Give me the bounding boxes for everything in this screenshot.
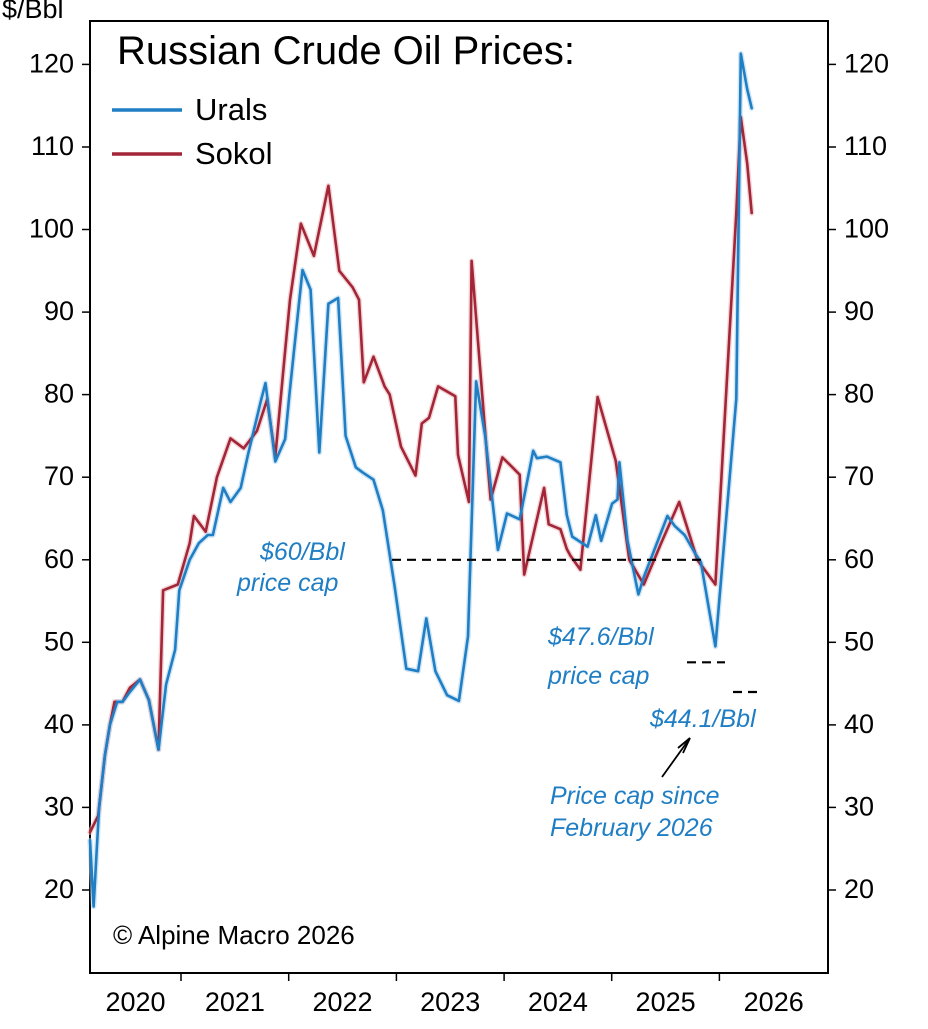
svg-text:30: 30: [44, 791, 74, 821]
svg-text:2024: 2024: [528, 987, 588, 1017]
svg-text:30: 30: [844, 791, 874, 821]
svg-text:90: 90: [844, 296, 874, 326]
svg-text:40: 40: [844, 709, 874, 739]
svg-text:70: 70: [44, 461, 74, 491]
svg-text:60: 60: [844, 544, 874, 574]
svg-text:$47.6/Bbl: $47.6/Bbl: [547, 623, 655, 651]
svg-text:© Alpine Macro 2026: © Alpine Macro 2026: [113, 920, 355, 950]
svg-text:2026: 2026: [744, 987, 804, 1017]
svg-text:price cap: price cap: [236, 569, 339, 597]
svg-text:$60/Bbl: $60/Bbl: [259, 538, 346, 566]
svg-text:60: 60: [44, 544, 74, 574]
svg-text:2023: 2023: [420, 987, 480, 1017]
svg-text:120: 120: [844, 48, 889, 78]
svg-text:Price cap since: Price cap since: [550, 782, 720, 810]
svg-text:50: 50: [44, 626, 74, 656]
svg-text:20: 20: [44, 874, 74, 904]
svg-text:110: 110: [844, 131, 887, 161]
svg-text:Sokol: Sokol: [195, 136, 273, 171]
svg-text:120: 120: [29, 48, 74, 78]
svg-text:40: 40: [44, 709, 74, 739]
svg-text:80: 80: [844, 379, 874, 409]
svg-text:2021: 2021: [205, 987, 265, 1017]
svg-text:$/Bbl: $/Bbl: [2, 0, 64, 24]
svg-text:20: 20: [844, 874, 874, 904]
svg-text:100: 100: [29, 214, 74, 244]
svg-text:70: 70: [844, 461, 874, 491]
svg-text:price cap: price cap: [547, 662, 650, 690]
svg-text:2025: 2025: [636, 987, 696, 1017]
svg-text:2022: 2022: [312, 987, 372, 1017]
svg-text:110: 110: [31, 131, 74, 161]
svg-text:Urals: Urals: [195, 92, 267, 127]
svg-text:90: 90: [44, 296, 74, 326]
svg-text:2020: 2020: [105, 987, 165, 1017]
svg-text:Russian Crude Oil Prices:: Russian Crude Oil Prices:: [117, 29, 575, 73]
svg-text:80: 80: [44, 379, 74, 409]
svg-text:$44.1/Bbl: $44.1/Bbl: [649, 705, 757, 733]
svg-text:February 2026: February 2026: [550, 814, 713, 842]
svg-text:100: 100: [844, 214, 889, 244]
svg-text:50: 50: [844, 626, 874, 656]
